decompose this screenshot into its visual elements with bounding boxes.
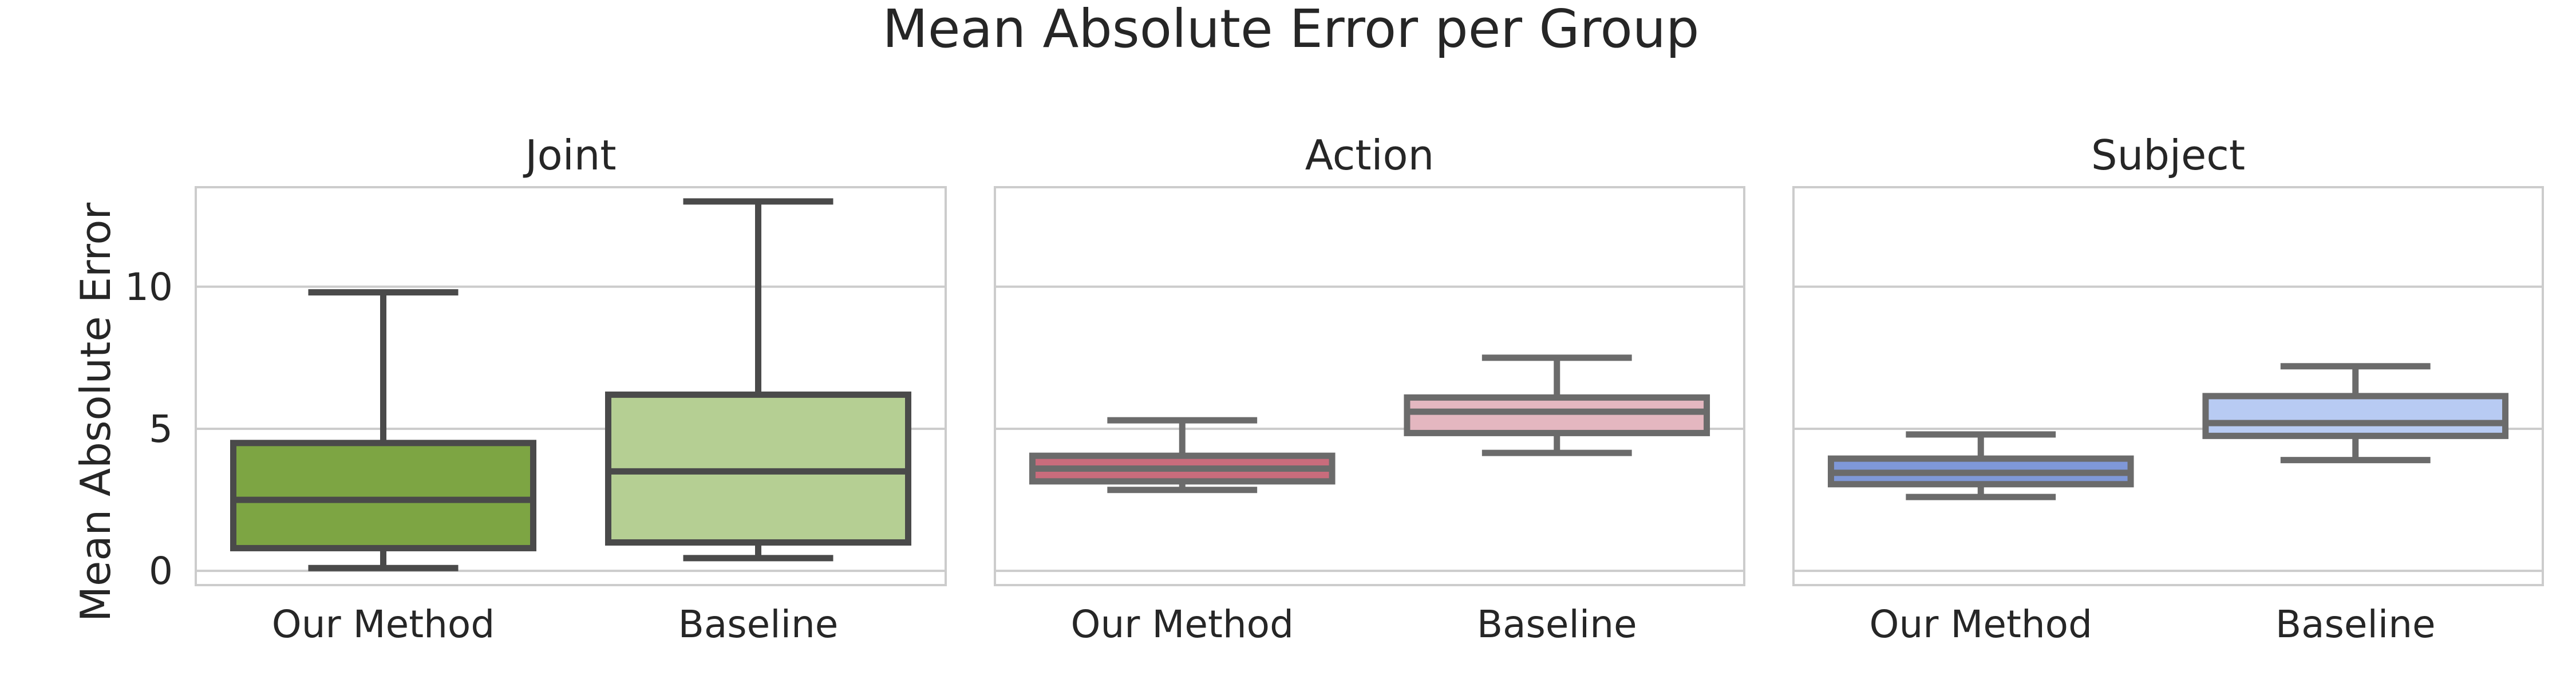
x-tick-label: Our Method [1870, 602, 2092, 646]
panel-frame [1792, 186, 2544, 586]
box-iqr [2202, 393, 2509, 439]
panel-action: Action Our Method Baseline [994, 131, 1745, 646]
x-tick-label: Baseline [2275, 602, 2436, 646]
box-our-method [1029, 417, 1336, 493]
x-tick-label: Our Method [1071, 602, 1294, 646]
panel-frame [994, 186, 1745, 586]
panel-title: Subject [2091, 131, 2245, 179]
panel-frame [195, 186, 947, 586]
panel-joint: Joint 0 5 10 Our Method Baseline [125, 131, 947, 646]
box-baseline [2202, 363, 2509, 464]
panel-title: Joint [523, 131, 616, 179]
panel-title: Action [1305, 131, 1435, 179]
box-our-method [1827, 431, 2134, 500]
y-tick-label: 5 [149, 407, 173, 451]
x-tick-label: Baseline [1477, 602, 1637, 646]
chart-title: Mean Absolute Error per Group [883, 0, 1700, 60]
panels: Joint 0 5 10 Our Method Baseline Action Our Met… [125, 131, 2544, 646]
box-baseline [1404, 354, 1710, 456]
x-tick-label: Our Method [272, 602, 495, 646]
box-iqr [1404, 394, 1710, 436]
panel-subject: Subject Our Method Baseline [1792, 131, 2544, 646]
x-tick-label: Baseline [678, 602, 839, 646]
box-iqr [230, 440, 536, 551]
y-tick-label: 0 [149, 549, 173, 593]
box-our-method [230, 289, 536, 571]
box-baseline [605, 198, 911, 562]
y-axis-label: Mean Absolute Error [72, 203, 120, 622]
y-tick-label: 10 [125, 265, 173, 309]
